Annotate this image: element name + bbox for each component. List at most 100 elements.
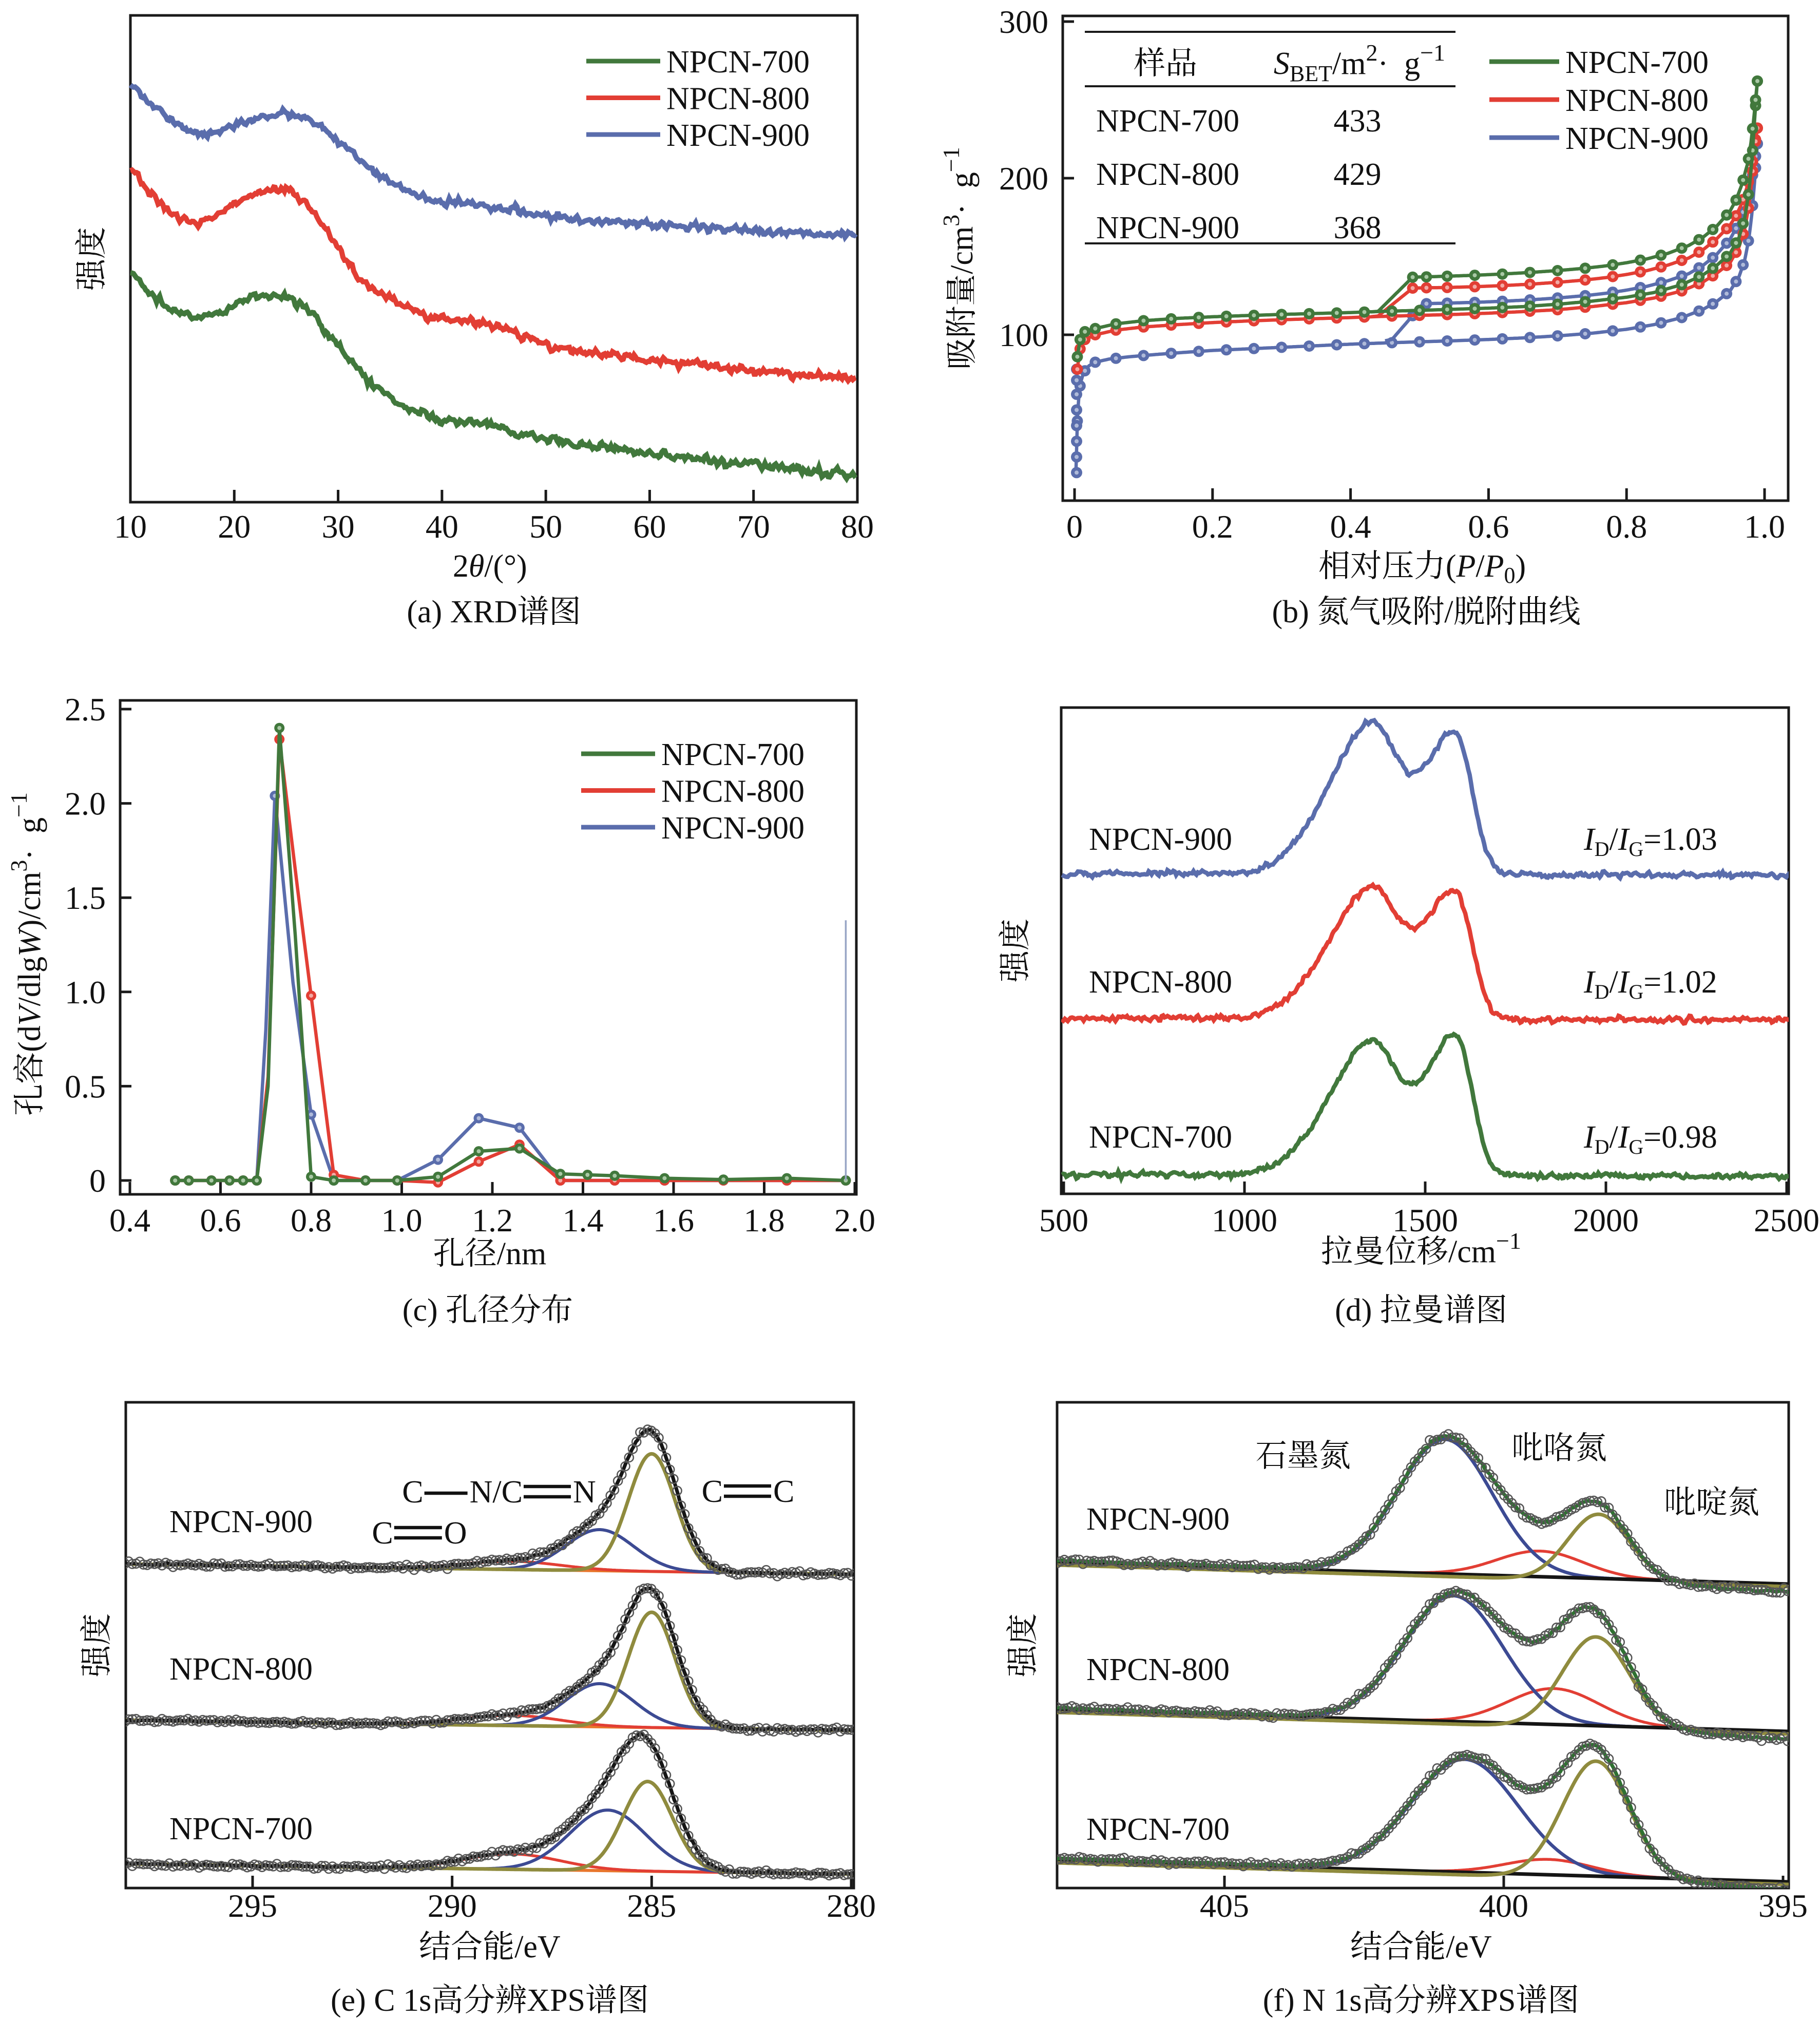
svg-text:C: C xyxy=(402,1475,423,1510)
svg-text:G: G xyxy=(1629,837,1643,861)
svg-text:1.0: 1.0 xyxy=(1744,508,1785,545)
svg-text:/: / xyxy=(1610,822,1619,857)
svg-text:0.4: 0.4 xyxy=(1330,508,1371,545)
svg-text:285: 285 xyxy=(627,1888,676,1924)
svg-text:(a) XRD: (a) XRD xyxy=(407,595,517,630)
svg-text:NPCN-800: NPCN-800 xyxy=(1086,1652,1230,1687)
svg-text:I: I xyxy=(1618,822,1631,857)
svg-text:1.4: 1.4 xyxy=(563,1202,604,1238)
svg-text:429: 429 xyxy=(1334,157,1382,192)
svg-text:NPCN-900: NPCN-900 xyxy=(1086,1502,1230,1537)
svg-text:I: I xyxy=(1583,1120,1596,1155)
svg-text:/cm: /cm xyxy=(945,226,980,274)
svg-text:NPCN-800: NPCN-800 xyxy=(1565,83,1709,118)
svg-text:P: P xyxy=(1484,549,1504,584)
svg-text:/(: /( xyxy=(484,549,504,584)
svg-text:): ) xyxy=(1516,549,1526,584)
svg-text:0.8: 0.8 xyxy=(291,1202,332,1238)
svg-text:395: 395 xyxy=(1758,1888,1808,1924)
svg-text:/nm: /nm xyxy=(497,1236,546,1271)
svg-text:XPS: XPS xyxy=(1458,1983,1516,2018)
svg-text:2.5: 2.5 xyxy=(65,691,106,728)
svg-text:NPCN-900: NPCN-900 xyxy=(169,1504,313,1539)
svg-text:1.5: 1.5 xyxy=(65,880,106,916)
svg-text:500: 500 xyxy=(1039,1202,1088,1238)
svg-text:0: 0 xyxy=(1504,563,1516,588)
svg-text:1.6: 1.6 xyxy=(653,1202,694,1238)
svg-text:1.0: 1.0 xyxy=(65,974,106,1011)
svg-text:): ) xyxy=(516,549,527,584)
svg-text:/dlg: /dlg xyxy=(12,957,47,1006)
svg-text:g: g xyxy=(1404,46,1420,81)
svg-text:NPCN-700: NPCN-700 xyxy=(661,737,804,772)
svg-text:/eV: /eV xyxy=(514,1930,561,1965)
svg-text:NPCN-800: NPCN-800 xyxy=(1089,965,1232,1000)
svg-text:V: V xyxy=(12,1003,47,1025)
svg-text:NPCN-700: NPCN-700 xyxy=(1086,1812,1230,1847)
svg-text:·: · xyxy=(1378,46,1389,81)
svg-text:)/cm: )/cm xyxy=(12,872,47,930)
svg-text:−1: −1 xyxy=(938,147,964,172)
svg-text:400: 400 xyxy=(1479,1888,1528,1924)
svg-text:−1: −1 xyxy=(6,792,32,817)
svg-text:(: ( xyxy=(1446,549,1457,584)
svg-text:0.2: 0.2 xyxy=(1192,508,1233,545)
svg-text:NPCN-900: NPCN-900 xyxy=(661,811,804,846)
svg-text:290: 290 xyxy=(428,1888,477,1924)
svg-text:=1.02: =1.02 xyxy=(1643,965,1717,1000)
svg-text:280: 280 xyxy=(827,1888,876,1924)
svg-text:NPCN-800: NPCN-800 xyxy=(1096,157,1239,192)
svg-text:60: 60 xyxy=(633,508,666,545)
svg-text:433: 433 xyxy=(1334,104,1382,139)
svg-text:NPCN-900: NPCN-900 xyxy=(1089,822,1232,857)
svg-text:0: 0 xyxy=(1066,508,1083,545)
svg-text:·: · xyxy=(12,849,47,860)
svg-text:BET: BET xyxy=(1290,61,1332,86)
svg-text:N: N xyxy=(573,1475,596,1510)
svg-text:10: 10 xyxy=(114,508,147,545)
svg-text:NPCN-900: NPCN-900 xyxy=(1096,211,1239,245)
svg-text:NPCN-700: NPCN-700 xyxy=(1565,45,1709,80)
svg-text:0: 0 xyxy=(89,1163,106,1199)
svg-text:NPCN-800: NPCN-800 xyxy=(169,1652,313,1687)
svg-text:(b): (b) xyxy=(1272,595,1309,630)
svg-text:3: 3 xyxy=(938,215,964,226)
svg-text:2000: 2000 xyxy=(1573,1202,1639,1238)
svg-text:0.4: 0.4 xyxy=(109,1202,150,1238)
svg-text:=0.98: =0.98 xyxy=(1643,1120,1717,1155)
svg-text:30: 30 xyxy=(322,508,355,545)
svg-text:NPCN-700: NPCN-700 xyxy=(666,45,810,80)
svg-text:1000: 1000 xyxy=(1212,1202,1277,1238)
svg-text:=1.03: =1.03 xyxy=(1643,822,1717,857)
svg-text:2.0: 2.0 xyxy=(834,1202,875,1238)
svg-text:70: 70 xyxy=(737,508,770,545)
svg-text:(d: (d xyxy=(12,1025,47,1052)
svg-text:2500: 2500 xyxy=(1754,1202,1819,1238)
svg-text:NPCN-700: NPCN-700 xyxy=(1096,104,1239,139)
svg-text:100: 100 xyxy=(999,317,1048,353)
svg-text:50: 50 xyxy=(529,508,562,545)
svg-text:368: 368 xyxy=(1334,211,1382,245)
svg-text:G: G xyxy=(1629,1135,1643,1158)
svg-text:40: 40 xyxy=(426,508,458,545)
svg-text:(e) C 1s: (e) C 1s xyxy=(331,1983,431,2018)
svg-text:D: D xyxy=(1595,837,1610,861)
svg-text:I: I xyxy=(1618,1120,1631,1155)
svg-text:P: P xyxy=(1456,549,1476,584)
svg-text:(c): (c) xyxy=(403,1293,438,1328)
svg-text:N/C: N/C xyxy=(470,1475,523,1510)
svg-text:O: O xyxy=(444,1516,467,1551)
svg-text:g: g xyxy=(945,172,980,188)
svg-text:(f) N 1s: (f) N 1s xyxy=(1263,1983,1362,2018)
svg-text:2: 2 xyxy=(1366,40,1378,66)
svg-text:°: ° xyxy=(504,549,516,584)
svg-text:NPCN-800: NPCN-800 xyxy=(661,774,804,809)
svg-text:3: 3 xyxy=(6,860,32,872)
svg-text:405: 405 xyxy=(1200,1888,1249,1924)
svg-text:295: 295 xyxy=(228,1888,277,1924)
svg-text:I: I xyxy=(1583,965,1596,1000)
svg-text:I: I xyxy=(1583,822,1596,857)
svg-text:2.0: 2.0 xyxy=(65,786,106,822)
svg-text:D: D xyxy=(1595,980,1610,1003)
svg-text:1.8: 1.8 xyxy=(744,1202,785,1238)
